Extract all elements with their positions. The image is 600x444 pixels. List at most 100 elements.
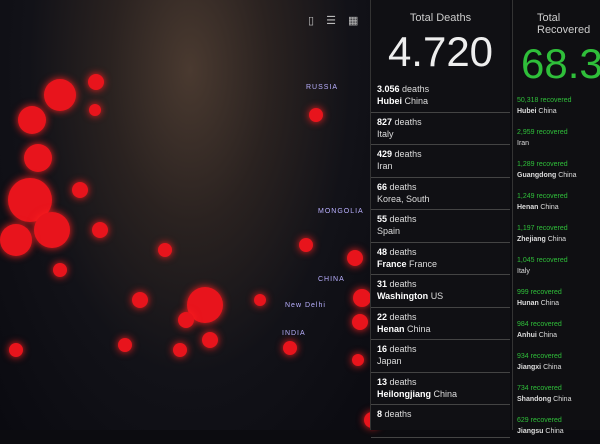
map[interactable]: ▯ ☰ ▦ RUSSIA MONGOLIA CHINA New Delhi IN… [0,0,380,430]
map-label: CHINA [318,276,345,283]
death-count: 66 [377,181,388,192]
recovered-count: 50,318 [517,97,539,104]
recovered-count: 1,249 [517,193,535,200]
recovered-row[interactable]: 999 recovered Hunan China [513,284,600,316]
recovered-row[interactable]: 1,289 recovered Guangdong China [513,156,600,188]
recovered-row[interactable]: 1,249 recovered Henan China [513,188,600,220]
case-marker[interactable] [72,182,88,198]
death-unit: deaths [394,116,422,127]
case-marker[interactable] [352,314,368,330]
case-marker[interactable] [352,354,364,366]
case-marker[interactable] [158,243,172,257]
recovered-count: 734 [517,385,529,392]
country: Japan [377,356,402,366]
country: China [404,96,429,106]
region: Shandong [517,396,552,403]
case-marker[interactable] [18,106,46,134]
bookmark-icon[interactable]: ▯ [308,15,315,27]
case-marker[interactable] [53,263,67,277]
grid-icon[interactable]: ▦ [347,15,359,27]
case-marker[interactable] [353,289,371,307]
case-marker[interactable] [0,224,32,256]
death-row[interactable]: 31 deaths Washington US [371,275,510,308]
death-row[interactable]: 827 deaths Italy [371,113,510,145]
case-marker[interactable] [88,74,104,90]
country: China [540,204,559,211]
recovered-row[interactable]: 1,197 recovered Zhejiang China [513,220,600,252]
recovered-row[interactable]: 1,045 recovered Italy [513,252,600,284]
recovered-row[interactable]: 934 recovered Jiangxi China [513,348,600,380]
case-marker[interactable] [254,294,266,306]
death-row[interactable]: 429 deaths Iran [371,145,510,178]
death-count: 13 [377,376,388,387]
recovered-row[interactable]: 984 recovered Anhui China [513,316,600,348]
death-count: 48 [377,246,388,257]
recovered-count: 1,045 [517,257,535,264]
deaths-list[interactable]: 3.056 deaths Hubei China 827 deaths Italy 4… [371,80,510,438]
death-count: 55 [377,214,388,224]
death-unit: deaths [389,214,417,224]
case-marker[interactable] [283,341,297,355]
recovered-row[interactable]: 50,318 recovered Hubei China [513,92,600,124]
death-unit: deaths [389,246,417,257]
total-recovered-panel: Total Recovered 68.32 50,318 recoveredHu… [512,0,600,435]
case-marker[interactable] [132,292,148,308]
death-row[interactable]: 48 deaths France France [371,243,510,275]
country: Korea, South [377,193,430,204]
recovered-row[interactable]: 734 recovered Shandong China [513,380,600,412]
country: China [543,364,562,371]
death-row[interactable]: 3.056 deaths Hubei China [371,80,510,113]
region: Hubei [377,96,403,106]
death-unit: deaths [402,84,430,94]
country: China [540,300,560,307]
case-marker[interactable] [9,343,23,357]
region: Washington [377,291,429,301]
recovered-unit: recovered [530,289,562,296]
case-marker[interactable] [34,212,70,248]
death-count: 22 [377,311,388,322]
country: Spain [377,226,401,236]
case-marker[interactable] [202,332,218,348]
death-unit: deaths [389,181,417,192]
death-row[interactable]: 55 deaths Spain [371,210,510,243]
death-row[interactable]: 16 deaths Japan [371,340,510,373]
case-marker[interactable] [89,104,101,116]
country: US [430,291,444,301]
total-deaths-panel: Total Deaths 4.720 3.056 deaths Hubei Chi… [370,0,510,438]
case-marker[interactable] [118,338,132,352]
case-marker[interactable] [44,79,76,111]
death-unit: deaths [389,376,417,387]
recovered-count: 629 [517,417,529,424]
death-count: 827 [377,116,393,127]
death-row[interactable]: 66 deaths Korea, South [371,178,510,210]
death-row[interactable]: 8 deaths [371,405,510,438]
map-toolbar: ▯ ☰ ▦ [308,14,358,27]
case-marker[interactable] [178,312,194,328]
death-row[interactable]: 22 deaths Henan China [371,308,510,340]
recovered-unit: recovered [536,193,568,200]
list-icon[interactable]: ☰ [326,15,336,27]
death-count: 16 [377,344,388,354]
map-label: INDIA [282,330,306,337]
recovered-count: 1,289 [517,161,535,168]
death-row[interactable]: 13 deaths Heilongjiang China [371,373,510,405]
case-marker[interactable] [92,222,108,238]
case-marker[interactable] [24,144,52,172]
region: Anhui [517,332,537,339]
region: Henan [377,323,405,334]
recovered-row[interactable]: 629 recovered Jiangsu China [513,412,600,444]
case-marker[interactable] [309,108,323,122]
region: Jiangxi [517,364,542,371]
recovered-row[interactable]: 2,959 recovered Iran [513,124,600,156]
death-unit: deaths [389,279,417,289]
recovered-unit: recovered [540,97,572,104]
case-marker[interactable] [347,250,363,266]
case-marker[interactable] [173,343,187,357]
region: Hunan [517,300,539,307]
recovered-unit: recovered [530,417,562,424]
death-unit: deaths [389,311,417,322]
recovered-list[interactable]: 50,318 recovered Hubei China 2,959 recover… [513,92,600,444]
region: Hubei [517,108,537,115]
death-count: 31 [377,279,388,289]
case-marker[interactable] [299,238,313,252]
